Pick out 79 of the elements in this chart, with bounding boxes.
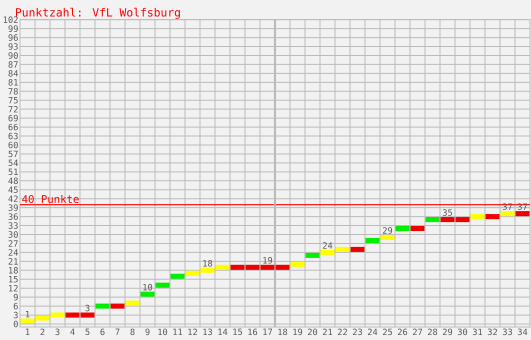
chart-title: Punktzahl: VfL Wolfsburg [16, 8, 180, 19]
y-tick-label: 93 [8, 43, 18, 50]
x-tick-label: 6 [100, 328, 105, 336]
x-tick-label: 20 [308, 328, 318, 336]
y-tick-label: 63 [8, 132, 18, 140]
y-tick-label: 9 [14, 294, 18, 300]
y-tick-label: 3 [14, 312, 18, 318]
x-tick-label: 26 [398, 328, 408, 336]
y-tick-label: 99 [8, 25, 18, 32]
x-tick-label: 28 [428, 328, 438, 336]
x-tick-label: 33 [502, 328, 512, 336]
y-tick-label: 66 [8, 124, 18, 130]
y-tick-label: 18 [9, 267, 18, 274]
x-tick-label: 7 [115, 328, 120, 335]
x-tick-label: 32 [488, 328, 497, 336]
x-tick-label: 34 [518, 328, 528, 336]
y-tick-label: 36 [8, 213, 18, 220]
y-tick-label: 75 [8, 97, 18, 104]
x-tick-label: 15 [233, 328, 242, 336]
ref-line-label: 40 Punkte [22, 194, 79, 204]
x-tick-label: 18 [278, 328, 288, 336]
y-tick-label: 81 [8, 79, 18, 86]
y-tick-label: 21 [8, 258, 18, 265]
data-label: 1 [26, 310, 30, 318]
x-tick-label: 27 [412, 328, 422, 336]
y-tick-label: 6 [14, 302, 18, 310]
y-tick-label: 54 [8, 160, 18, 166]
x-tick-label: 24 [368, 328, 378, 336]
x-tick-label: 30 [458, 328, 468, 336]
x-tick-label: 17 [263, 328, 272, 335]
x-tick-label: 2 [40, 328, 44, 336]
x-tick-label: 12 [188, 328, 197, 336]
y-tick-label: 30 [8, 231, 18, 238]
data-label: 19 [263, 257, 272, 264]
y-tick-label: 33 [8, 222, 18, 229]
y-tick-label: 87 [8, 61, 18, 68]
y-tick-label: 27 [8, 240, 18, 247]
data-label: 35 [442, 209, 452, 216]
x-tick-label: 23 [352, 328, 362, 336]
x-tick-label: 19 [293, 328, 302, 336]
y-tick-label: 102 [4, 16, 18, 23]
y-tick-label: 60 [8, 142, 18, 148]
y-tick-label: 69 [8, 114, 18, 122]
x-tick-label: 10 [158, 328, 168, 336]
x-tick-label: 1 [26, 328, 30, 335]
x-tick-label: 8 [130, 328, 135, 336]
x-tick-label: 9 [145, 328, 150, 336]
y-tick-label: 90 [8, 52, 18, 59]
data-label: 18 [203, 260, 212, 267]
x-tick-label: 22 [338, 328, 347, 336]
data-label: 24 [322, 242, 332, 249]
x-tick-label: 13 [203, 328, 212, 336]
x-tick-label: 11 [173, 328, 182, 335]
x-tick-label: 25 [382, 328, 392, 336]
x-tick-label: 21 [322, 328, 332, 336]
y-tick-label: 78 [8, 88, 18, 95]
y-tick-label: 15 [9, 276, 18, 282]
data-label: 3 [85, 304, 90, 312]
y-tick-label: 57 [8, 150, 18, 158]
y-tick-label: 42 [8, 195, 18, 202]
x-tick-label: 5 [86, 328, 90, 336]
x-tick-label: 29 [442, 328, 452, 336]
y-tick-label: 12 [9, 285, 18, 292]
x-tick-label: 4 [70, 328, 75, 335]
y-tick-label: 0 [14, 320, 18, 328]
x-tick-label: 16 [248, 328, 258, 336]
data-label: 10 [143, 284, 152, 290]
y-tick-label: 24 [8, 249, 18, 256]
y-tick-label: 72 [8, 106, 18, 112]
x-tick-label: 31 [472, 328, 482, 336]
y-tick-label: 84 [8, 70, 18, 77]
y-tick-label: 48 [8, 178, 18, 184]
x-tick-label: 3 [55, 328, 60, 336]
y-tick-label: 45 [8, 186, 18, 193]
data-label: 29 [382, 227, 392, 234]
x-tick-label: 14 [218, 328, 228, 335]
y-tick-label: 51 [8, 168, 18, 176]
y-tick-label: 39 [8, 204, 18, 211]
y-tick-label: 96 [8, 34, 18, 41]
